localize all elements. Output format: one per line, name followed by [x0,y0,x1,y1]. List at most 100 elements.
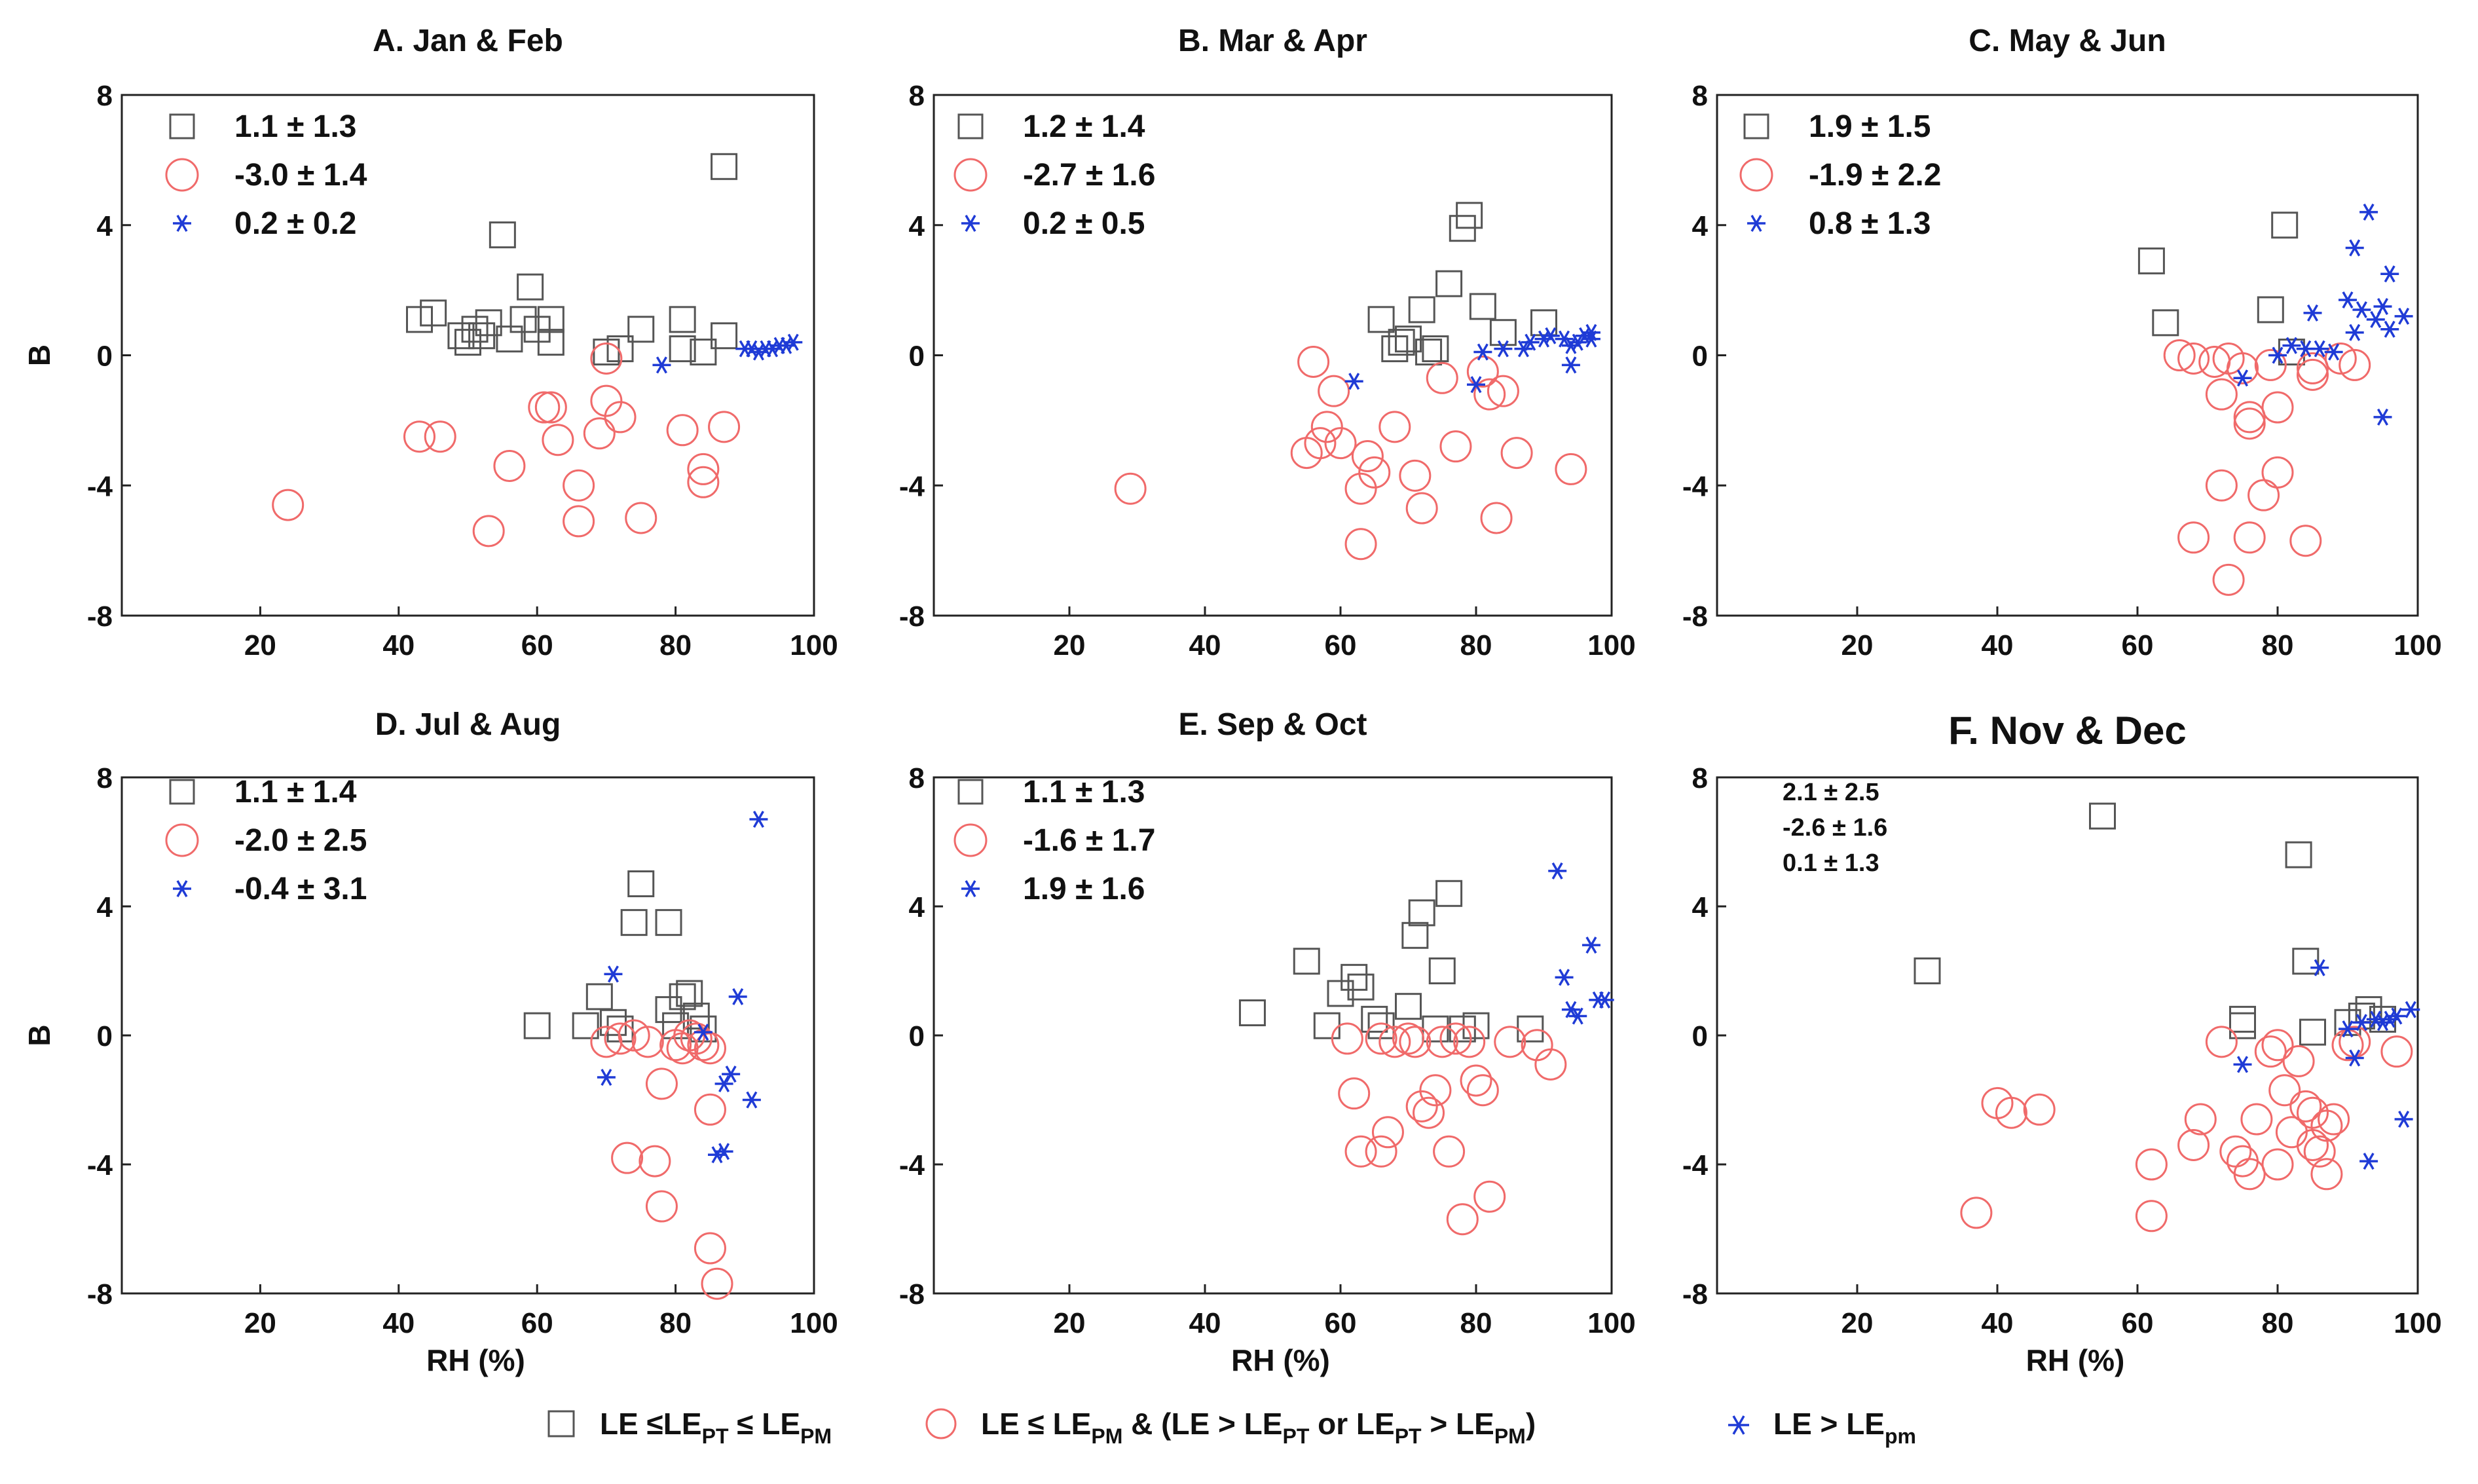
circle-point [1344,472,1377,505]
star-point [2324,343,2343,361]
circle-point [1399,1026,1432,1058]
x-tick-label: 40 [382,1307,415,1339]
circle-point [1324,427,1357,460]
star-point [722,1066,741,1083]
square-point [537,306,564,333]
stat-label: 1.9 ± 1.6 [1023,872,1145,906]
circle-point [1960,1196,1993,1229]
circle-point [708,411,741,443]
x-tick-label: 60 [2122,629,2154,661]
square-point [620,909,648,937]
circle-point [2135,1200,2168,1233]
svg-text:LE > LEpm: LE > LEpm [1773,1407,1916,1448]
star-point [749,811,768,828]
star-point [1581,937,1600,954]
legend-square-text: LE ≤LE [600,1407,702,1441]
x-tick-label: 100 [2394,1307,2441,1339]
circle-point [2297,358,2329,391]
x-tick-label: 20 [244,1307,276,1339]
circle-point [1555,453,1587,485]
legend-square-sub2: PM [800,1424,832,1448]
stat-label: 0.2 ± 0.5 [1023,206,1145,241]
circle-point [1378,411,1411,443]
circle-point [1466,1074,1499,1107]
circle-point [2219,1135,2252,1168]
x-tick-label: 80 [1460,629,1492,661]
circle-point [2212,563,2245,596]
square-point [1388,329,1415,356]
star-point [742,1091,761,1109]
circle-point [2324,342,2357,375]
circle-point [666,414,699,447]
star-point [1581,324,1600,341]
y-tick-label: -8 [899,1278,925,1310]
data-marks [1914,802,2420,1233]
star-point [1561,1001,1580,1018]
star-point [2352,301,2371,318]
circle-point [1399,459,1432,492]
circle-point [583,417,616,450]
star-point [2345,239,2364,257]
svg-text:LE ≤ LEPM & (LE > LEPT or L: LE ≤ LEPM & (LE > LEPT or LEPT > LEPM) [981,1407,1536,1448]
x-tick-label: 100 [790,1307,838,1339]
y-tick-label: -4 [899,470,925,502]
circle-point [1318,375,1350,407]
star-point [1581,330,1600,348]
panel-title: E. Sep & Oct [1178,707,1367,742]
circle-point [2289,1090,2322,1122]
star-point [1548,862,1567,880]
star-point [2233,1056,2252,1073]
circle-point [1426,1026,1458,1058]
circle-point [1439,430,1472,463]
circle-point [2205,1026,2238,1058]
stat-label: 0.1 ± 1.3 [1783,849,1879,877]
legend-star-marker [1728,1415,1749,1435]
stat-label: -2.7 ± 1.6 [1023,158,1155,193]
x-tick-label: 80 [659,629,692,661]
square-point [2137,247,2165,274]
star-point [2387,1007,2406,1025]
y-tick-label: -8 [1682,601,1708,633]
square-point [1361,1005,1388,1033]
circle-point [693,1232,726,1265]
square-point [509,306,537,333]
square-point [1341,963,1368,991]
data-marks [1114,202,1600,561]
circle-point [1534,1048,1567,1081]
y-axis-label: B [22,344,56,366]
circle-point [2240,1103,2273,1136]
circle-point [2380,1035,2413,1068]
x-tick-label: 20 [1841,629,1874,661]
square-point [593,339,620,366]
star-point [2373,408,2392,426]
y-tick-label: 4 [97,891,113,923]
y-tick-label: 4 [1692,891,1709,923]
square-point [523,1012,551,1039]
circle-point [1473,1180,1506,1213]
circle-point [1413,1096,1445,1129]
star-point [2394,307,2413,325]
star-point [1555,330,1574,348]
circle-point [611,1141,644,1174]
circle-point [1338,1077,1371,1110]
star-point [2339,291,2357,309]
circle-point [2135,1148,2168,1181]
circle-point [2177,1128,2210,1161]
legend-square-mid: ≤ LE [728,1407,800,1441]
y-tick-label: -4 [1682,470,1709,502]
star-point [1494,340,1513,358]
y-tick-label: -8 [899,601,925,633]
y-tick-label: -4 [899,1149,925,1181]
star-point [2373,297,2392,315]
square-point [1401,921,1429,949]
star-point [2233,369,2252,387]
y-tick-label: 4 [1692,210,1709,242]
circle-point [2254,1035,2287,1068]
circle-point [1331,1022,1363,1055]
stat-label: 1.1 ± 1.3 [1023,775,1145,809]
panel-title: B. Mar & Apr [1178,24,1367,58]
